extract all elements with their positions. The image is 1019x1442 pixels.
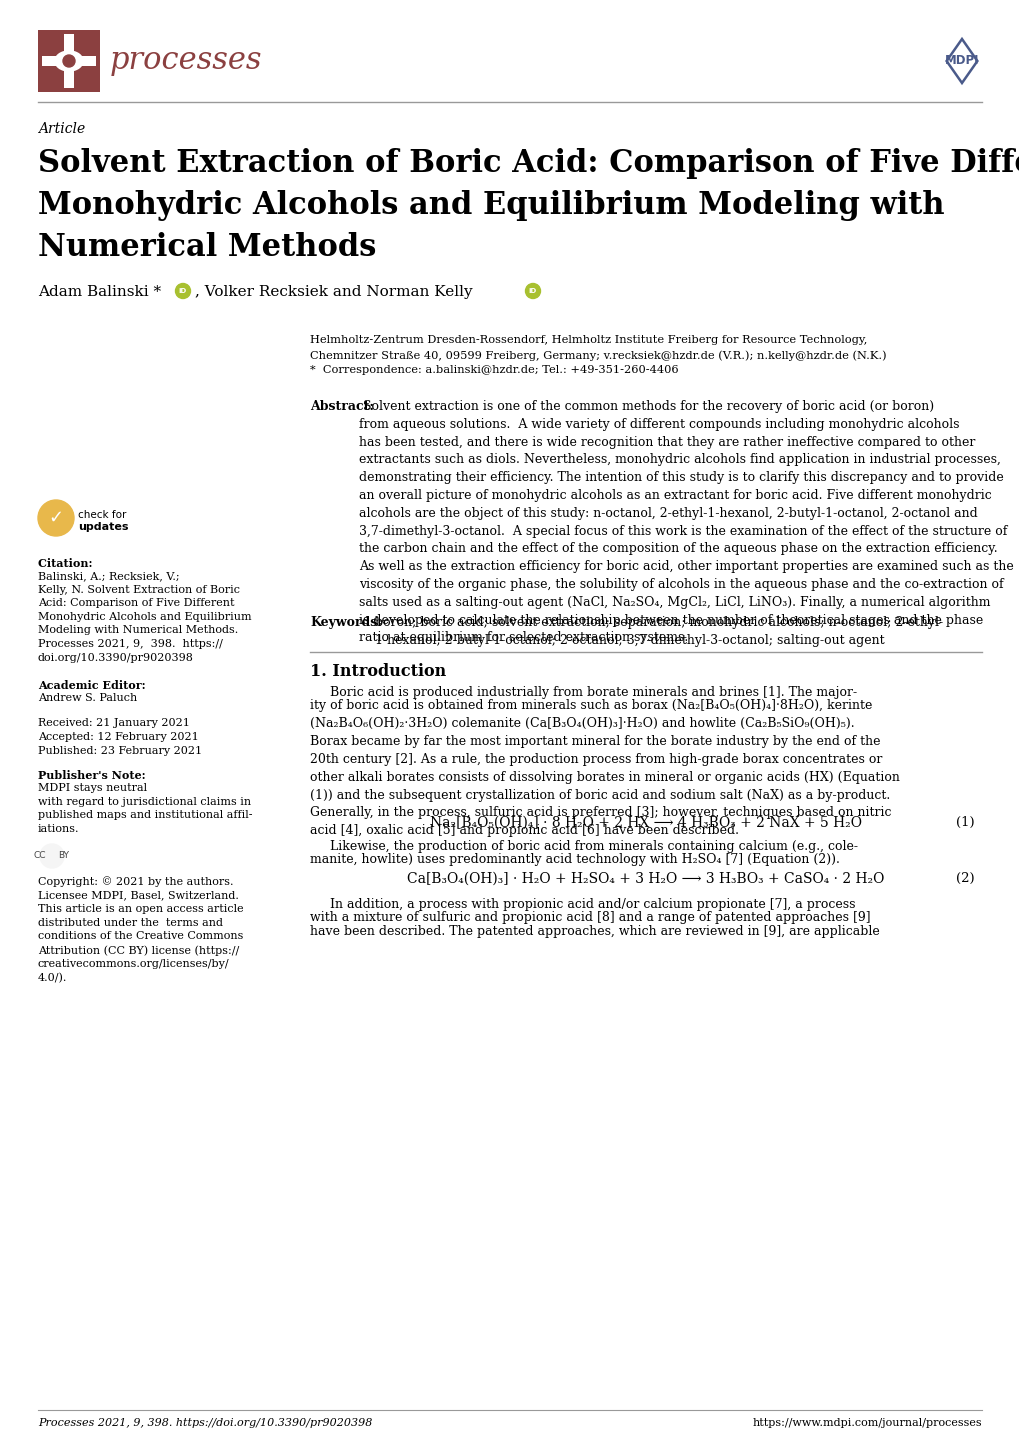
Text: Boric acid is produced industrially from borate minerals and brines [1]. The maj: Boric acid is produced industrially from… <box>330 686 856 699</box>
Text: , Volker Recksiek and Norman Kelly: , Volker Recksiek and Norman Kelly <box>195 286 472 298</box>
Text: Helmholtz-Zentrum Dresden-Rossendorf, Helmholtz Institute Freiberg for Resource : Helmholtz-Zentrum Dresden-Rossendorf, He… <box>310 335 866 345</box>
Text: MDPI: MDPI <box>944 55 978 68</box>
Text: Andrew S. Paluch: Andrew S. Paluch <box>38 694 138 704</box>
FancyBboxPatch shape <box>64 35 74 88</box>
Ellipse shape <box>63 55 75 66</box>
Ellipse shape <box>55 50 83 71</box>
FancyBboxPatch shape <box>38 30 100 92</box>
Text: Publisher's Note:: Publisher's Note: <box>38 770 150 782</box>
Text: In addition, a process with propionic acid and/or calcium propionate [7], a proc: In addition, a process with propionic ac… <box>330 898 855 911</box>
Text: Solvent extraction is one of the common methods for the recovery of boric acid (: Solvent extraction is one of the common … <box>359 399 1013 645</box>
Text: MDPI stays neutral
with regard to jurisdictional claims in
published maps and in: MDPI stays neutral with regard to jurisd… <box>38 783 253 833</box>
Text: Numerical Methods: Numerical Methods <box>38 232 376 262</box>
Text: (1): (1) <box>956 816 974 829</box>
Text: updates: updates <box>77 522 128 532</box>
Text: Ca[B₃O₄(OH)₃] · H₂O + H₂SO₄ + 3 H₂O ⟶ 3 H₃BO₃ + CaSO₄ · 2 H₂O: Ca[B₃O₄(OH)₃] · H₂O + H₂SO₄ + 3 H₂O ⟶ 3 … <box>407 872 883 885</box>
Text: Article: Article <box>38 123 86 136</box>
Text: iD: iD <box>178 288 186 294</box>
Text: have been described. The patented approaches, which are reviewed in [9], are app: have been described. The patented approa… <box>310 924 879 937</box>
Text: https://www.mdpi.com/journal/processes: https://www.mdpi.com/journal/processes <box>752 1417 981 1428</box>
Text: Academic Editor:: Academic Editor: <box>38 681 150 691</box>
Text: BY: BY <box>58 851 69 861</box>
Text: Adam Balinski *: Adam Balinski * <box>38 286 161 298</box>
Circle shape <box>175 284 191 298</box>
Ellipse shape <box>63 55 75 66</box>
Text: Received: 21 January 2021: Received: 21 January 2021 <box>38 718 190 728</box>
Text: Published: 23 February 2021: Published: 23 February 2021 <box>38 746 202 756</box>
Text: (2): (2) <box>956 872 974 885</box>
Text: ✓: ✓ <box>48 509 63 526</box>
Circle shape <box>38 500 74 536</box>
Text: iD: iD <box>529 288 537 294</box>
Text: Chemnitzer Straße 40, 09599 Freiberg, Germany; v.recksiek@hzdr.de (V.R.); n.kell: Chemnitzer Straße 40, 09599 Freiberg, Ge… <box>310 350 886 360</box>
Text: Keywords:: Keywords: <box>310 616 381 629</box>
Text: Citation:: Citation: <box>38 558 96 570</box>
Text: 1. Introduction: 1. Introduction <box>310 663 446 681</box>
Text: Balinski, A.; Recksiek, V.;
Kelly, N. Solvent Extraction of Boric
Acid: Comparis: Balinski, A.; Recksiek, V.; Kelly, N. So… <box>38 571 252 663</box>
Text: CC: CC <box>34 851 46 861</box>
Text: Na₂[B₄O₅(OH)₄] · 8 H₂O + 2 HX ⟶ 4 H₃BO₃ + 2 NaX + 5 H₂O: Na₂[B₄O₅(OH)₄] · 8 H₂O + 2 HX ⟶ 4 H₃BO₃ … <box>430 816 861 831</box>
Text: Monohydric Alcohols and Equilibrium Modeling with: Monohydric Alcohols and Equilibrium Mode… <box>38 190 944 221</box>
Text: manite, howlite) uses predominantly acid technology with H₂SO₄ [7] (Equation (2): manite, howlite) uses predominantly acid… <box>310 854 839 867</box>
Text: check for: check for <box>77 510 126 521</box>
Text: processes: processes <box>110 46 262 76</box>
Text: Abstract:: Abstract: <box>310 399 374 412</box>
FancyBboxPatch shape <box>42 56 96 66</box>
Text: Solvent Extraction of Boric Acid: Comparison of Five Different: Solvent Extraction of Boric Acid: Compar… <box>38 149 1019 179</box>
Ellipse shape <box>56 52 82 71</box>
Text: with a mixture of sulfuric and propionic acid [8] and a range of patented approa: with a mixture of sulfuric and propionic… <box>310 911 870 924</box>
Circle shape <box>525 284 540 298</box>
Text: Processes 2021, 9, 398. https://doi.org/10.3390/pr9020398: Processes 2021, 9, 398. https://doi.org/… <box>38 1417 372 1428</box>
Text: Copyright: © 2021 by the authors.
Licensee MDPI, Basel, Switzerland.
This articl: Copyright: © 2021 by the authors. Licens… <box>38 875 244 983</box>
Text: Accepted: 12 February 2021: Accepted: 12 February 2021 <box>38 733 199 743</box>
Circle shape <box>40 844 64 868</box>
Text: Likewise, the production of boric acid from minerals containing calcium (e.g., c: Likewise, the production of boric acid f… <box>330 841 857 854</box>
Text: boron; boric acid; solvent extraction; separation; monohydric alcohols; n-octano: boron; boric acid; solvent extraction; s… <box>375 616 943 647</box>
Text: *  Correspondence: a.balinski@hzdr.de; Tel.: +49-351-260-4406: * Correspondence: a.balinski@hzdr.de; Te… <box>310 365 678 375</box>
Text: ity of boric acid is obtained from minerals such as borax (Na₂[B₄O₅(OH)₄]·8H₂O),: ity of boric acid is obtained from miner… <box>310 699 899 838</box>
